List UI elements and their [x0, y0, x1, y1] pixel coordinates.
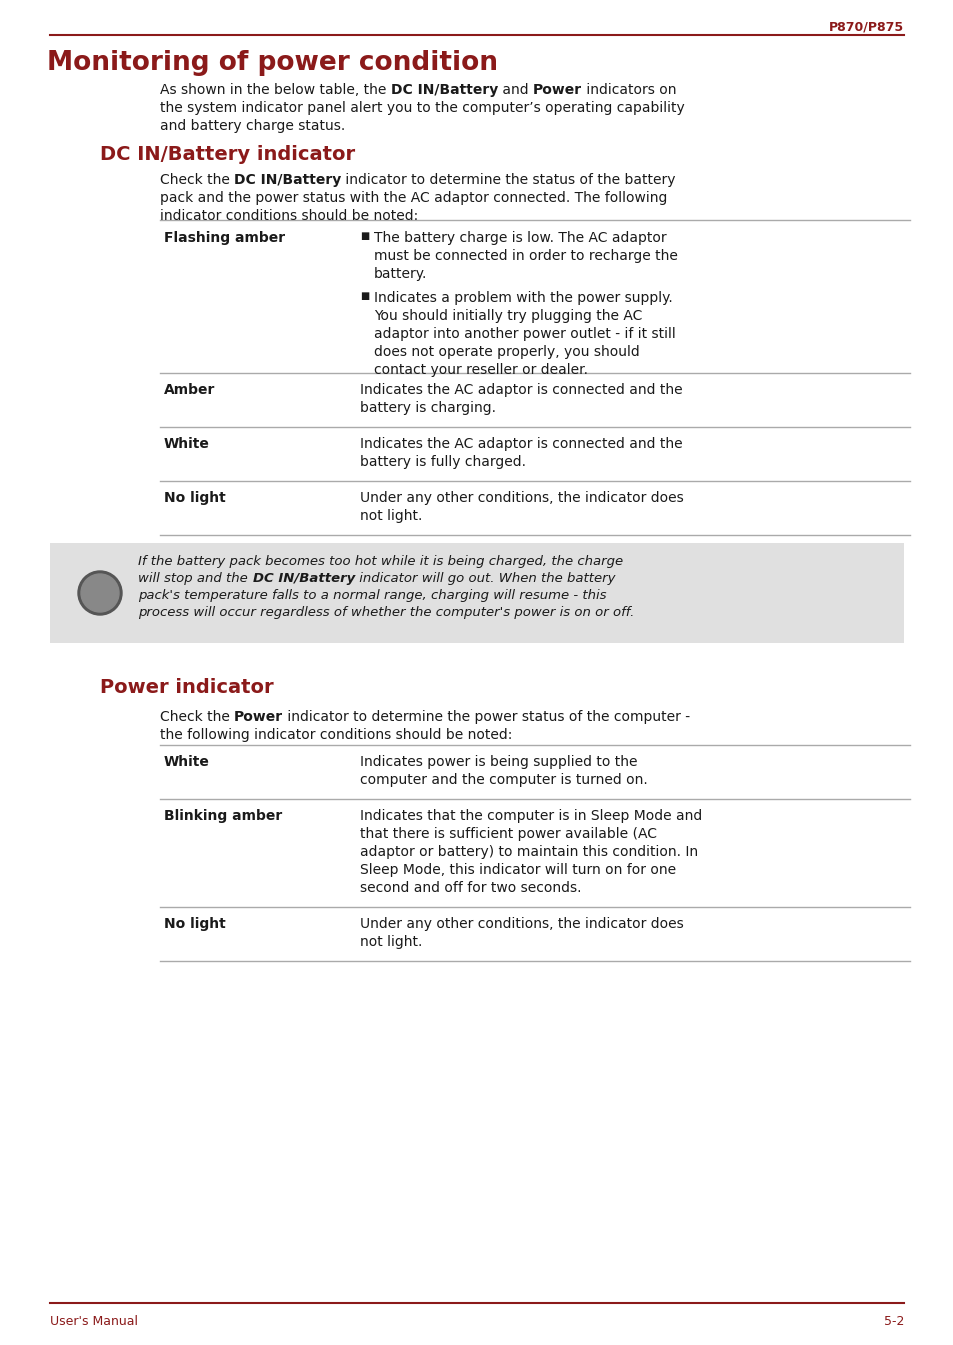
Text: Amber: Amber — [164, 383, 215, 397]
Text: second and off for two seconds.: second and off for two seconds. — [359, 881, 581, 894]
Text: will stop and the: will stop and the — [138, 572, 252, 585]
Text: does not operate properly, you should: does not operate properly, you should — [374, 346, 639, 359]
Text: indicators on: indicators on — [581, 83, 676, 97]
Text: indicator conditions should be noted:: indicator conditions should be noted: — [160, 208, 417, 223]
Text: P870/P875: P870/P875 — [828, 20, 903, 34]
Text: that there is sufficient power available (AC: that there is sufficient power available… — [359, 827, 657, 841]
Text: Check the: Check the — [160, 710, 234, 724]
Text: The battery charge is low. The AC adaptor: The battery charge is low. The AC adapto… — [374, 231, 666, 245]
Text: must be connected in order to recharge the: must be connected in order to recharge t… — [374, 249, 678, 264]
Text: Sleep Mode, this indicator will turn on for one: Sleep Mode, this indicator will turn on … — [359, 863, 676, 877]
FancyBboxPatch shape — [50, 543, 903, 643]
Text: No light: No light — [164, 917, 226, 931]
Text: DC IN/Battery: DC IN/Battery — [234, 174, 341, 187]
Text: pack's temperature falls to a normal range, charging will resume - this: pack's temperature falls to a normal ran… — [138, 589, 606, 603]
Text: Indicates a problem with the power supply.: Indicates a problem with the power suppl… — [374, 291, 672, 305]
Text: Power: Power — [533, 83, 581, 97]
Text: and battery charge status.: and battery charge status. — [160, 118, 345, 133]
Text: process will occur regardless of whether the computer's power is on or off.: process will occur regardless of whether… — [138, 607, 634, 619]
Text: the system indicator panel alert you to the computer’s operating capability: the system indicator panel alert you to … — [160, 101, 684, 116]
Text: Indicates the AC adaptor is connected and the: Indicates the AC adaptor is connected an… — [359, 383, 682, 397]
Text: ■: ■ — [359, 231, 369, 241]
Text: White: White — [164, 755, 210, 769]
Text: Flashing amber: Flashing amber — [164, 231, 285, 245]
Text: DC IN/Battery: DC IN/Battery — [253, 572, 355, 585]
Text: ■: ■ — [359, 291, 369, 301]
Circle shape — [78, 572, 122, 615]
Text: and: and — [497, 83, 533, 97]
Text: battery is fully charged.: battery is fully charged. — [359, 455, 525, 469]
Text: adaptor into another power outlet - if it still: adaptor into another power outlet - if i… — [374, 327, 675, 342]
Text: Power indicator: Power indicator — [100, 678, 274, 697]
Text: User's Manual: User's Manual — [50, 1315, 138, 1328]
Text: indicator to determine the status of the battery: indicator to determine the status of the… — [341, 174, 676, 187]
Text: Monitoring of power condition: Monitoring of power condition — [47, 50, 497, 77]
Text: not light.: not light. — [359, 508, 422, 523]
Text: As shown in the below table, the: As shown in the below table, the — [160, 83, 391, 97]
Text: not light.: not light. — [359, 935, 422, 950]
Text: DC IN/Battery indicator: DC IN/Battery indicator — [100, 145, 355, 164]
Text: battery is charging.: battery is charging. — [359, 401, 496, 416]
Text: indicator will go out. When the battery: indicator will go out. When the battery — [355, 572, 615, 585]
Text: Under any other conditions, the indicator does: Under any other conditions, the indicato… — [359, 491, 683, 504]
Circle shape — [81, 574, 119, 612]
Text: Blinking amber: Blinking amber — [164, 808, 282, 823]
Text: No light: No light — [164, 491, 226, 504]
Text: battery.: battery. — [374, 268, 427, 281]
Text: Power: Power — [234, 710, 283, 724]
Text: DC IN/Battery: DC IN/Battery — [391, 83, 497, 97]
Text: i: i — [96, 582, 104, 603]
Text: the following indicator conditions should be noted:: the following indicator conditions shoul… — [160, 728, 512, 742]
Text: indicator to determine the power status of the computer -: indicator to determine the power status … — [283, 710, 690, 724]
Text: Under any other conditions, the indicator does: Under any other conditions, the indicato… — [359, 917, 683, 931]
Text: Indicates the AC adaptor is connected and the: Indicates the AC adaptor is connected an… — [359, 437, 682, 451]
Text: adaptor or battery) to maintain this condition. In: adaptor or battery) to maintain this con… — [359, 845, 698, 859]
Text: Check the: Check the — [160, 174, 234, 187]
Text: You should initially try plugging the AC: You should initially try plugging the AC — [374, 309, 641, 323]
Text: 5-2: 5-2 — [882, 1315, 903, 1328]
Text: Indicates that the computer is in Sleep Mode and: Indicates that the computer is in Sleep … — [359, 808, 701, 823]
Text: White: White — [164, 437, 210, 451]
Text: If the battery pack becomes too hot while it is being charged, the charge: If the battery pack becomes too hot whil… — [138, 555, 622, 568]
Text: Indicates power is being supplied to the: Indicates power is being supplied to the — [359, 755, 637, 769]
Text: computer and the computer is turned on.: computer and the computer is turned on. — [359, 773, 647, 787]
Text: contact your reseller or dealer.: contact your reseller or dealer. — [374, 363, 587, 377]
Text: pack and the power status with the AC adaptor connected. The following: pack and the power status with the AC ad… — [160, 191, 667, 204]
